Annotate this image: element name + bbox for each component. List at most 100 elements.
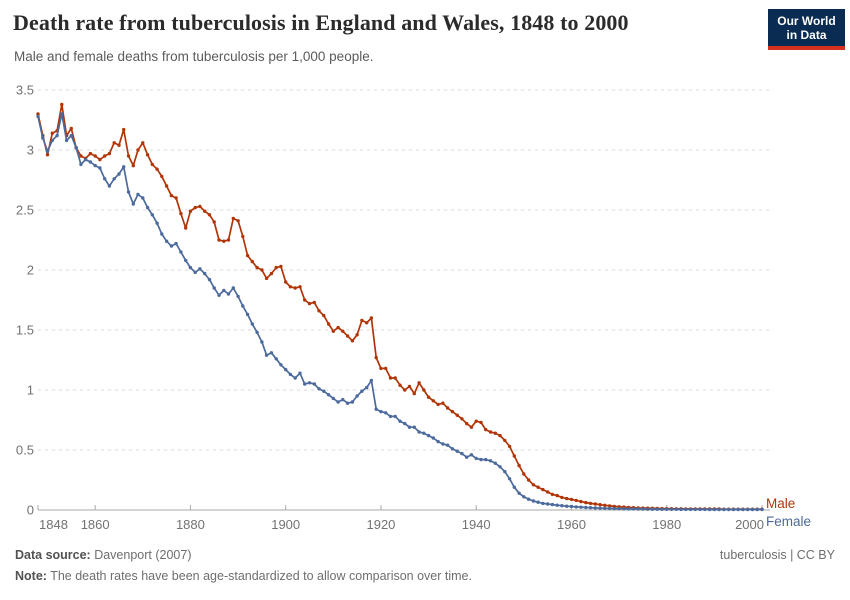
data-point-male — [169, 193, 174, 198]
data-point-male — [88, 151, 93, 156]
data-point-male — [493, 431, 497, 435]
data-point-male — [136, 148, 140, 152]
data-point-female — [284, 367, 288, 372]
data-point-male — [436, 402, 440, 407]
x-tick-label: 1848 — [39, 517, 68, 532]
data-point-female — [598, 506, 602, 510]
data-point-female — [322, 389, 326, 393]
y-tick-label: 2 — [27, 263, 34, 278]
data-point-male — [488, 430, 493, 434]
data-point-male — [264, 276, 269, 281]
footer-license[interactable]: tuberculosis | CC BY — [719, 548, 835, 562]
data-point-female — [365, 385, 369, 390]
data-point-female — [355, 394, 359, 398]
data-point-male — [322, 313, 326, 318]
data-point-female — [64, 138, 69, 143]
data-point-female — [226, 292, 231, 296]
data-point-female — [36, 114, 40, 119]
data-point-female — [45, 149, 50, 153]
page-subtitle: Male and female deaths from tuberculosis… — [14, 49, 374, 64]
data-point-male — [345, 334, 350, 338]
data-point-female — [493, 461, 497, 465]
data-point-female — [655, 507, 659, 511]
data-point-female — [479, 457, 483, 462]
data-point-male — [207, 213, 212, 217]
x-tick-label: 1880 — [176, 517, 205, 532]
data-point-female — [317, 387, 321, 391]
data-point-female — [60, 112, 64, 116]
data-point-female — [264, 353, 269, 357]
data-point-male — [479, 420, 483, 425]
data-point-male — [565, 496, 569, 501]
data-point-male — [145, 153, 150, 157]
data-point-female — [465, 455, 469, 459]
data-point-female — [579, 505, 583, 509]
data-point-female — [636, 507, 640, 511]
data-point-male — [93, 154, 97, 158]
data-point-male — [512, 454, 516, 458]
data-point-male — [526, 478, 531, 482]
data-point-female — [336, 400, 340, 404]
data-point-female — [441, 442, 445, 446]
data-point-male — [255, 265, 259, 270]
owid-logo-line2: in Data — [786, 28, 827, 42]
data-point-male — [579, 499, 583, 504]
data-point-female — [131, 202, 135, 206]
data-point-male — [531, 483, 536, 487]
data-point-male — [455, 413, 459, 417]
data-point-male — [279, 264, 283, 269]
data-point-female — [455, 449, 459, 453]
data-point-female — [603, 506, 607, 510]
data-point-male — [126, 154, 131, 158]
data-point-female — [574, 505, 578, 509]
data-point-male — [522, 472, 526, 476]
data-point-female — [646, 507, 650, 511]
data-point-male — [431, 399, 435, 403]
data-point-male — [336, 325, 340, 330]
data-point-male — [117, 143, 121, 147]
data-point-male — [426, 395, 431, 399]
data-point-female — [41, 136, 45, 140]
data-point-female — [555, 503, 559, 507]
data-point-female — [288, 372, 293, 377]
data-point-female — [250, 322, 254, 326]
data-point-female — [593, 506, 597, 510]
data-point-female — [760, 507, 764, 512]
data-point-female — [717, 507, 721, 512]
data-point-female — [750, 507, 755, 512]
data-point-male — [284, 280, 288, 284]
data-point-female — [460, 451, 464, 456]
data-point-female — [727, 507, 731, 512]
data-point-male — [584, 500, 588, 505]
data-point-male — [546, 490, 550, 494]
data-point-female — [98, 166, 102, 170]
data-point-female — [69, 133, 74, 138]
data-point-male — [484, 427, 488, 432]
data-point-female — [488, 459, 493, 463]
data-point-female — [255, 330, 259, 335]
data-point-male — [341, 329, 345, 333]
data-point-female — [169, 244, 174, 248]
data-point-female — [569, 504, 574, 509]
data-point-male — [193, 205, 197, 210]
note-value: The death rates have been age-standardiz… — [46, 569, 472, 583]
data-point-male — [441, 401, 445, 405]
data-point-male — [260, 268, 264, 272]
y-tick-label: 2.5 — [16, 203, 34, 218]
data-point-male — [203, 209, 207, 213]
data-point-male — [541, 487, 545, 492]
data-point-male — [450, 409, 455, 414]
data-point-female — [517, 491, 521, 495]
data-point-female — [341, 397, 345, 402]
data-point-female — [384, 411, 388, 415]
x-tick-label: 1980 — [652, 517, 681, 532]
data-point-male — [60, 102, 64, 107]
data-point-male — [598, 503, 602, 507]
data-point-male — [293, 286, 297, 290]
data-point-female — [631, 507, 636, 511]
data-point-female — [503, 469, 507, 474]
series-line-male — [37, 103, 762, 511]
data-point-female — [79, 162, 83, 167]
data-point-female — [279, 363, 283, 367]
data-point-male — [150, 162, 154, 167]
